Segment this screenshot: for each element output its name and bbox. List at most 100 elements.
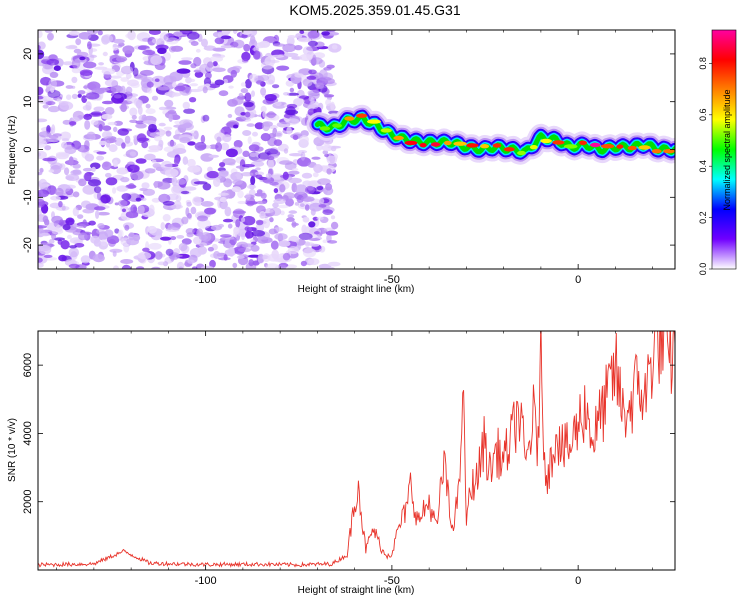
noise-blob: [113, 94, 122, 99]
noise-blob: [219, 196, 227, 203]
noise-blob: [291, 236, 300, 241]
noise-blob: [148, 30, 161, 35]
noise-blob: [294, 73, 304, 78]
noise-blob: [241, 30, 252, 35]
noise-blob: [47, 33, 53, 41]
ridge-hotspot: [356, 113, 368, 118]
noise-blob: [220, 142, 230, 151]
noise-blob: [241, 164, 255, 168]
noise-blob: [266, 111, 276, 119]
noise-blob: [181, 57, 193, 61]
noise-blob: [120, 77, 129, 82]
noise-blob: [129, 151, 137, 157]
noise-blob: [83, 113, 92, 120]
noise-blob: [155, 131, 165, 135]
noise-blob: [65, 217, 75, 226]
noise-blob: [255, 219, 264, 226]
noise-blob: [62, 119, 71, 125]
noise-blob: [187, 165, 201, 173]
noise-blob: [302, 78, 313, 87]
noise-blob: [176, 68, 191, 74]
noise-blob: [311, 156, 321, 160]
noise-blob: [200, 201, 214, 207]
noise-blob: [158, 106, 167, 111]
noise-blob: [82, 105, 92, 111]
noise-blob: [308, 69, 317, 75]
noise-blob: [244, 201, 258, 205]
noise-blob: [168, 45, 177, 53]
noise-blob: [151, 159, 157, 164]
noise-blob: [120, 259, 134, 264]
noise-blob: [275, 101, 282, 106]
noise-blob: [192, 196, 202, 206]
noise-blob: [96, 229, 106, 235]
noise-blob: [131, 115, 137, 120]
noise-blob: [68, 156, 74, 166]
noise-blob: [170, 236, 177, 241]
noise-blob: [251, 230, 266, 237]
noise-blob: [238, 247, 252, 253]
noise-blob: [71, 76, 78, 84]
noise-blob: [94, 66, 108, 70]
noise-blob: [215, 142, 223, 152]
noise-blob: [65, 85, 74, 89]
noise-blob: [293, 98, 305, 105]
noise-blob: [307, 30, 320, 39]
noise-blob: [246, 184, 257, 189]
noise-blob: [135, 120, 145, 125]
noise-blob: [300, 260, 307, 267]
noise-blob: [101, 113, 113, 120]
noise-blob: [148, 204, 155, 215]
noise-blob: [279, 160, 293, 165]
noise-blob: [282, 171, 289, 180]
noise-blob: [250, 244, 260, 252]
noise-blob: [212, 61, 218, 67]
noise-blob: [330, 146, 337, 152]
noise-blob: [154, 135, 162, 142]
noise-blob: [286, 217, 295, 222]
ridge-hotspot: [393, 135, 404, 141]
noise-blob: [60, 152, 70, 157]
noise-blob: [280, 210, 285, 216]
noise-blob: [298, 68, 313, 76]
noise-blob: [323, 186, 334, 196]
noise-blob: [191, 266, 198, 269]
noise-blob: [48, 79, 57, 89]
noise-blob: [135, 123, 147, 129]
noise-blob: [63, 184, 76, 189]
noise-blob: [299, 135, 309, 145]
noise-blob: [98, 62, 104, 66]
colorbar-fill: [712, 30, 736, 269]
noise-blob: [92, 254, 105, 263]
noise-blob: [267, 74, 276, 85]
noise-blob: [190, 206, 197, 215]
noise-blob: [295, 33, 303, 39]
y-tick-label: -10: [22, 189, 34, 205]
noise-blob: [172, 147, 187, 155]
noise-blob: [294, 184, 307, 195]
noise-blob: [220, 35, 232, 40]
noise-blob: [218, 170, 229, 178]
noise-blob: [65, 174, 80, 181]
noise-blob: [200, 134, 206, 144]
chart-title: KOM5.2025.359.01.45.G31: [289, 2, 461, 18]
noise-blob: [185, 76, 192, 84]
noise-blob: [158, 193, 171, 204]
noise-blob: [43, 254, 53, 258]
noise-blob: [59, 219, 64, 227]
noise-blob: [291, 56, 303, 60]
noise-blob: [207, 166, 213, 173]
noise-blob: [148, 242, 162, 250]
noise-blob: [219, 199, 228, 210]
noise-blob: [121, 193, 132, 201]
noise-blob: [220, 234, 232, 238]
noise-blob: [117, 230, 122, 240]
noise-blob: [231, 97, 244, 105]
noise-blob: [96, 151, 107, 155]
noise-blob: [202, 183, 212, 191]
noise-blob: [44, 30, 53, 33]
noise-blob: [114, 228, 120, 234]
noise-blob: [275, 131, 283, 138]
noise-blob: [246, 123, 255, 127]
noise-blob: [77, 224, 87, 228]
